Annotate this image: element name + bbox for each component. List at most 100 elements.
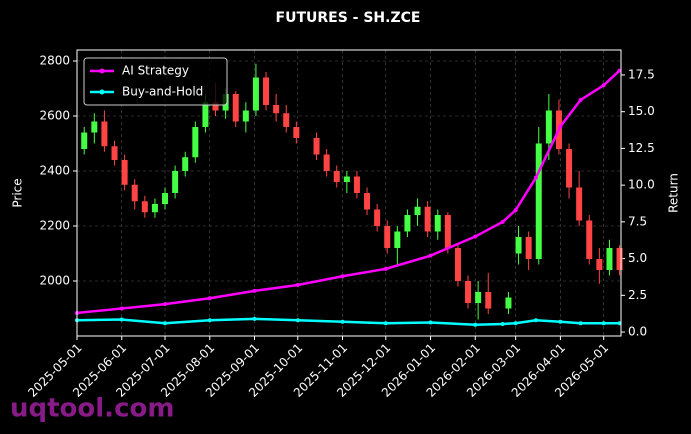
candle-body xyxy=(343,176,350,182)
candle-body xyxy=(596,259,603,270)
return-point xyxy=(601,321,606,326)
candle-body xyxy=(313,138,320,155)
return-point xyxy=(383,266,388,271)
candle-body xyxy=(465,281,472,303)
candle-body xyxy=(364,193,371,210)
candle-body xyxy=(192,127,199,158)
return-point xyxy=(119,306,124,311)
candle-body xyxy=(323,154,330,171)
chart-title: FUTURES - SH.ZCE xyxy=(276,10,421,26)
candle-body xyxy=(111,146,118,160)
candle-body xyxy=(535,143,542,259)
candle-body xyxy=(444,215,451,248)
return-point xyxy=(500,219,505,224)
plot-frame xyxy=(76,49,622,337)
candle-body xyxy=(232,94,239,122)
candle-body xyxy=(394,231,401,248)
y2-tick-label: 12.5 xyxy=(628,141,655,155)
y-tick-label: 2200 xyxy=(39,219,70,233)
return-point xyxy=(578,321,583,326)
return-point xyxy=(558,319,563,324)
y2-tick-label: 0.0 xyxy=(628,325,647,339)
candle-body xyxy=(121,160,128,185)
candle-body xyxy=(454,248,461,281)
return-point xyxy=(558,124,563,129)
return-point xyxy=(533,175,538,180)
return-point xyxy=(207,296,212,301)
return-point xyxy=(119,317,124,322)
return-point xyxy=(473,322,478,327)
y2-tick-label: 10.0 xyxy=(628,178,655,192)
candle-body xyxy=(263,77,270,105)
candle-body xyxy=(404,215,411,232)
return-point xyxy=(473,234,478,239)
y-tick-label: 2400 xyxy=(39,164,70,178)
y-tick-label: 2600 xyxy=(39,109,70,123)
return-point xyxy=(295,318,300,323)
return-point xyxy=(340,319,345,324)
watermark: uqtool.com xyxy=(10,394,174,424)
candle-body xyxy=(202,102,209,127)
candle-body xyxy=(273,105,280,114)
candle-body xyxy=(162,193,169,204)
legend-marker xyxy=(99,89,105,95)
candle-body xyxy=(141,201,148,213)
candle-body xyxy=(505,297,512,309)
y2-tick-label: 15.0 xyxy=(628,104,655,118)
y-tick-label: 2800 xyxy=(39,54,70,68)
return-point xyxy=(252,316,257,321)
legend-label: Buy-and-Hold xyxy=(122,85,203,99)
candle-body xyxy=(333,171,340,182)
candle-body xyxy=(353,176,360,193)
return-point xyxy=(295,283,300,288)
candle-body xyxy=(252,77,259,111)
legend-box xyxy=(83,57,228,106)
candle-body xyxy=(242,110,249,122)
candle-body xyxy=(293,127,300,138)
candle-body xyxy=(475,292,482,303)
candle-body xyxy=(91,121,98,133)
candle-body xyxy=(485,292,492,309)
return-point xyxy=(383,321,388,326)
return-point xyxy=(601,83,606,88)
y2-tick-label: 7.5 xyxy=(628,214,647,228)
candle-body xyxy=(212,102,219,111)
candle-body xyxy=(545,110,552,144)
legend-marker xyxy=(99,68,105,74)
return-point xyxy=(513,321,518,326)
candle-body xyxy=(525,237,532,259)
y2-tick-label: 17.5 xyxy=(628,67,655,81)
return-point xyxy=(578,97,583,102)
candle-body xyxy=(283,113,290,127)
legend-label: AI Strategy xyxy=(122,64,189,78)
return-point xyxy=(428,320,433,325)
return-point xyxy=(500,321,505,326)
candle-body xyxy=(434,215,441,232)
y-tick-label: 2000 xyxy=(39,274,70,288)
return-point xyxy=(340,274,345,279)
candle-body xyxy=(606,248,613,270)
return-point xyxy=(252,288,257,293)
return-point xyxy=(513,208,518,213)
candle-body xyxy=(566,149,573,188)
candle-body xyxy=(182,157,189,171)
candle-body xyxy=(586,220,593,259)
candle-body xyxy=(576,187,583,221)
candle-body xyxy=(151,204,158,213)
return-point xyxy=(533,318,538,323)
candle-body xyxy=(172,171,179,193)
y2-tick-label: 2.5 xyxy=(628,288,647,302)
candle-body xyxy=(414,206,421,215)
candle-body xyxy=(374,209,381,226)
y-axis-label: Price xyxy=(11,178,25,207)
y2-axis-label: Return xyxy=(667,173,681,213)
candle-body xyxy=(131,184,138,202)
candle-body xyxy=(424,206,431,232)
candle-body xyxy=(81,132,88,149)
return-point xyxy=(207,318,212,323)
return-point xyxy=(163,321,168,326)
candle-body xyxy=(616,248,623,270)
return-point xyxy=(428,253,433,258)
